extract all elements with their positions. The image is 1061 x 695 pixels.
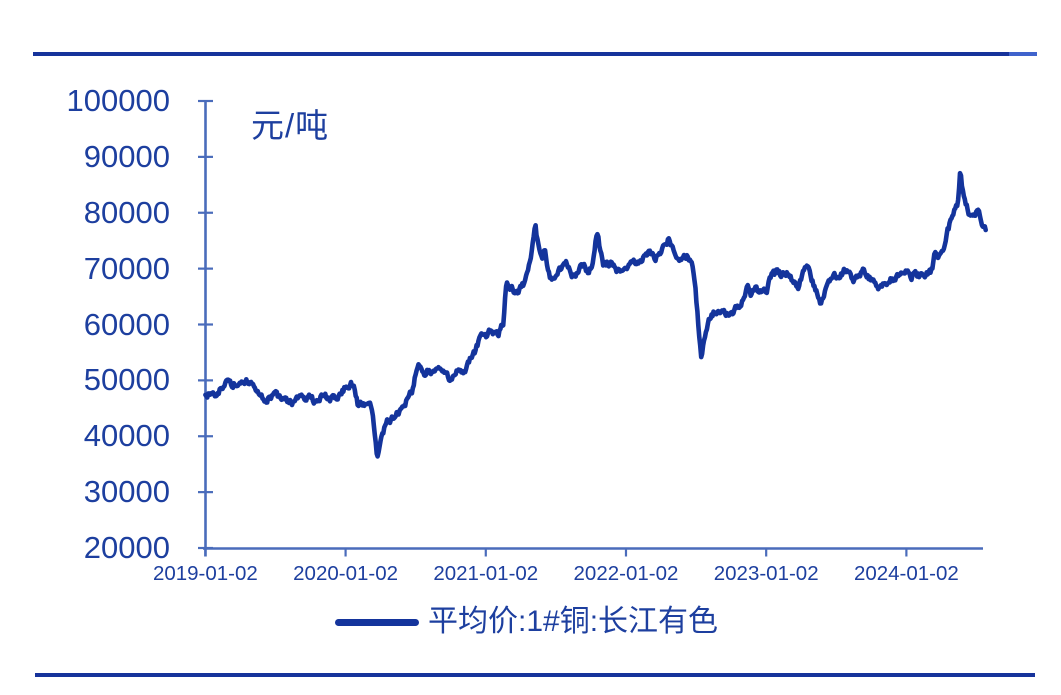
top-divider-rule [33, 52, 1037, 56]
x-axis-tick-label: 2020-01-02 [293, 562, 399, 585]
bottom-divider-rule [35, 673, 1035, 677]
x-axis-tick-label: 2022-01-02 [573, 562, 679, 585]
price-line-series [203, 170, 988, 459]
y-axis-tick-label: 30000 [83, 474, 170, 510]
y-axis-tick-label: 20000 [83, 530, 170, 565]
y-axis-tick-label: 60000 [83, 306, 170, 342]
y-axis-tick-label: 100000 [66, 83, 170, 118]
x-axis-tick-label: 2019-01-02 [152, 562, 258, 585]
y-axis-tick-label: 50000 [83, 362, 170, 398]
y-axis-tick-label: 80000 [83, 194, 170, 230]
legend-line-swatch-icon [335, 618, 419, 626]
x-axis-tick-label: 2024-01-02 [853, 562, 959, 585]
y-axis-tick-label: 90000 [83, 138, 170, 174]
y-axis-tick-label: 70000 [83, 250, 170, 286]
y-axis-unit-label: 元/吨 [251, 107, 330, 144]
legend-series-label: 平均价:1#铜:长江有色 [428, 605, 719, 638]
x-axis-tick-label: 2023-01-02 [713, 562, 819, 585]
y-axis-tick-label: 40000 [83, 418, 170, 454]
legend: 平均价:1#铜:长江有色 [335, 602, 718, 642]
x-axis-tick-label: 2021-01-02 [433, 562, 539, 585]
